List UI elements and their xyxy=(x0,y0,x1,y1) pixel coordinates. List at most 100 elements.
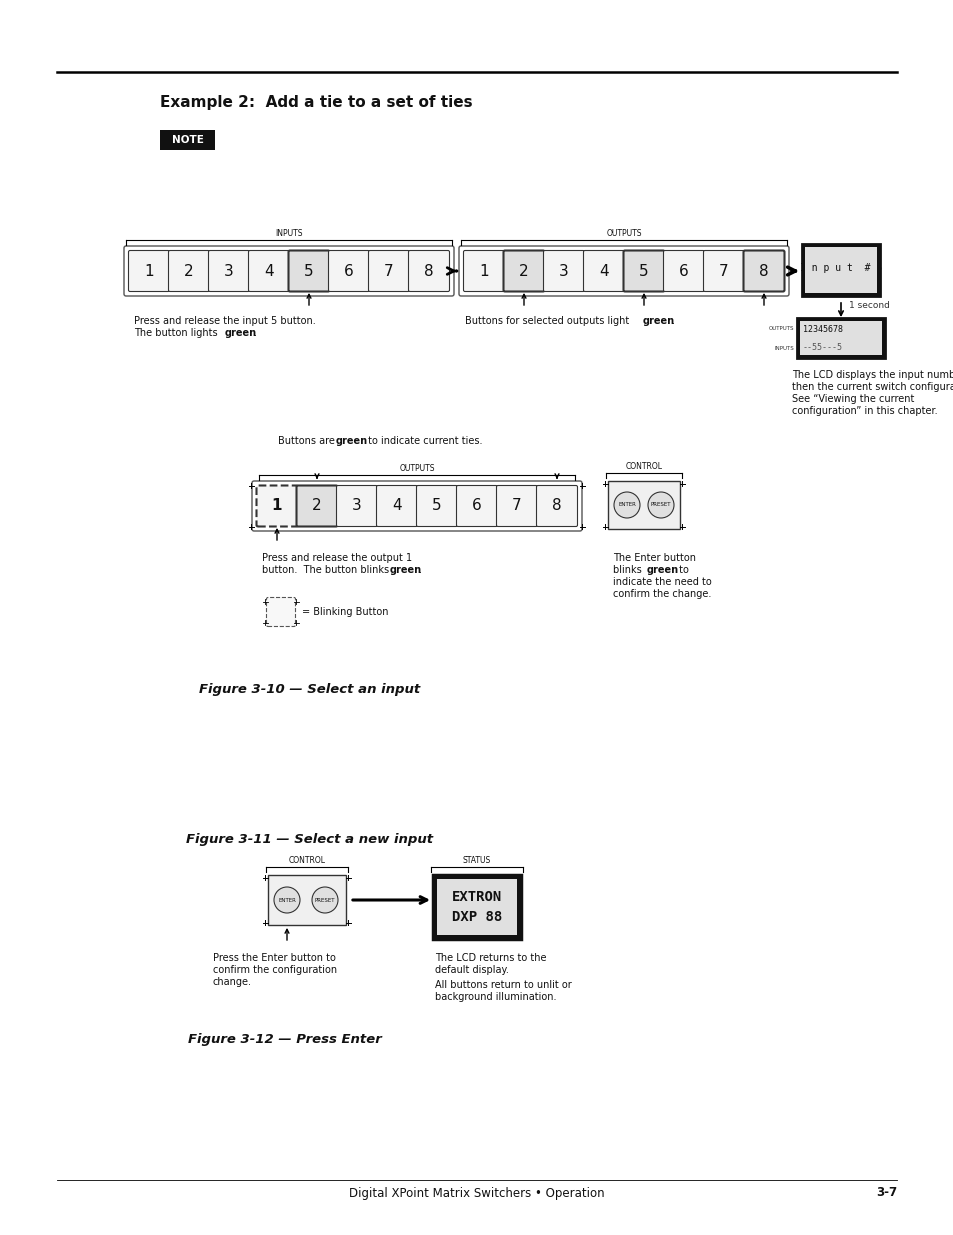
Text: green: green xyxy=(390,564,421,576)
FancyBboxPatch shape xyxy=(801,245,879,296)
FancyBboxPatch shape xyxy=(702,251,743,291)
Text: button.  The button blinks: button. The button blinks xyxy=(262,564,392,576)
FancyBboxPatch shape xyxy=(436,879,517,935)
Text: confirm the change.: confirm the change. xyxy=(613,589,711,599)
FancyBboxPatch shape xyxy=(328,251,369,291)
Text: background illumination.: background illumination. xyxy=(435,992,556,1002)
Text: change.: change. xyxy=(213,977,252,987)
Text: 5: 5 xyxy=(639,263,648,279)
FancyBboxPatch shape xyxy=(336,485,377,526)
Text: to indicate current ties.: to indicate current ties. xyxy=(365,436,482,446)
Circle shape xyxy=(312,887,337,913)
Text: default display.: default display. xyxy=(435,965,508,974)
FancyBboxPatch shape xyxy=(662,251,703,291)
Text: 12345678: 12345678 xyxy=(802,325,842,333)
Text: 4: 4 xyxy=(598,263,608,279)
Text: .: . xyxy=(671,316,675,326)
Text: 6: 6 xyxy=(472,499,481,514)
Text: All buttons return to unlit or: All buttons return to unlit or xyxy=(435,981,571,990)
Text: 4: 4 xyxy=(264,263,274,279)
FancyBboxPatch shape xyxy=(536,485,577,526)
Text: Buttons are: Buttons are xyxy=(277,436,337,446)
Text: 6: 6 xyxy=(679,263,688,279)
FancyBboxPatch shape xyxy=(800,321,882,354)
FancyBboxPatch shape xyxy=(296,485,337,526)
FancyBboxPatch shape xyxy=(607,480,679,529)
Text: See “Viewing the current: See “Viewing the current xyxy=(791,394,913,404)
Text: green: green xyxy=(225,329,257,338)
Text: 1: 1 xyxy=(144,263,153,279)
Text: NOTE: NOTE xyxy=(172,135,203,144)
Text: The LCD returns to the: The LCD returns to the xyxy=(435,953,546,963)
Text: 1: 1 xyxy=(478,263,488,279)
FancyBboxPatch shape xyxy=(266,598,295,626)
FancyBboxPatch shape xyxy=(268,876,346,925)
Text: confirm the configuration: confirm the configuration xyxy=(213,965,336,974)
FancyBboxPatch shape xyxy=(288,251,329,291)
Text: INPUTS: INPUTS xyxy=(774,346,793,351)
FancyBboxPatch shape xyxy=(169,251,210,291)
Text: 8: 8 xyxy=(759,263,768,279)
FancyBboxPatch shape xyxy=(456,485,497,526)
Text: ENTER: ENTER xyxy=(618,503,636,508)
Text: 5: 5 xyxy=(432,499,441,514)
Text: 3: 3 xyxy=(558,263,568,279)
Text: green: green xyxy=(642,316,675,326)
FancyBboxPatch shape xyxy=(742,251,783,291)
FancyBboxPatch shape xyxy=(408,251,449,291)
Text: then the current switch configuration.: then the current switch configuration. xyxy=(791,382,953,391)
Text: Figure 3-11 — Select a new input: Figure 3-11 — Select a new input xyxy=(186,834,433,846)
FancyBboxPatch shape xyxy=(796,317,884,358)
Text: The Enter button: The Enter button xyxy=(613,553,696,563)
Text: 7: 7 xyxy=(384,263,394,279)
Text: .: . xyxy=(253,329,256,338)
Text: The button lights: The button lights xyxy=(133,329,220,338)
Text: PRESET: PRESET xyxy=(650,503,671,508)
FancyBboxPatch shape xyxy=(496,485,537,526)
FancyBboxPatch shape xyxy=(503,251,544,291)
Text: 3-7: 3-7 xyxy=(875,1187,896,1199)
Text: green: green xyxy=(646,564,679,576)
Text: 1: 1 xyxy=(272,499,282,514)
FancyBboxPatch shape xyxy=(416,485,457,526)
Text: STATUS: STATUS xyxy=(462,856,491,864)
Text: 2: 2 xyxy=(518,263,528,279)
FancyBboxPatch shape xyxy=(209,251,250,291)
FancyBboxPatch shape xyxy=(804,247,876,293)
Circle shape xyxy=(274,887,299,913)
FancyBboxPatch shape xyxy=(256,485,297,526)
Text: Buttons for selected outputs light: Buttons for selected outputs light xyxy=(464,316,632,326)
FancyBboxPatch shape xyxy=(583,251,624,291)
Text: OUTPUTS: OUTPUTS xyxy=(399,464,435,473)
Text: The LCD displays the input number,: The LCD displays the input number, xyxy=(791,370,953,380)
FancyBboxPatch shape xyxy=(463,251,504,291)
Text: EXTRON: EXTRON xyxy=(452,890,501,904)
Text: 4: 4 xyxy=(392,499,401,514)
Text: OUTPUTS: OUTPUTS xyxy=(605,228,641,238)
Text: 7: 7 xyxy=(512,499,521,514)
Text: 8: 8 xyxy=(552,499,561,514)
Text: Example 2:  Add a tie to a set of ties: Example 2: Add a tie to a set of ties xyxy=(160,95,472,110)
Text: Press and release the output 1: Press and release the output 1 xyxy=(262,553,412,563)
FancyBboxPatch shape xyxy=(248,251,289,291)
Text: 7: 7 xyxy=(719,263,728,279)
FancyBboxPatch shape xyxy=(368,251,409,291)
Text: 6: 6 xyxy=(344,263,354,279)
Text: Press the Enter button to: Press the Enter button to xyxy=(213,953,335,963)
Text: CONTROL: CONTROL xyxy=(288,856,325,864)
Text: --55---5: --55---5 xyxy=(802,343,842,352)
Text: green: green xyxy=(335,436,368,446)
Circle shape xyxy=(614,492,639,517)
Text: 2: 2 xyxy=(312,499,321,514)
Text: 8: 8 xyxy=(424,263,434,279)
Text: 3: 3 xyxy=(224,263,233,279)
Text: Digital XPoint Matrix Switchers • Operation: Digital XPoint Matrix Switchers • Operat… xyxy=(349,1187,604,1199)
Text: Figure 3-10 — Select an input: Figure 3-10 — Select an input xyxy=(199,683,420,697)
FancyBboxPatch shape xyxy=(160,130,214,149)
Text: OUTPUTS: OUTPUTS xyxy=(768,326,793,331)
Text: to: to xyxy=(676,564,688,576)
Text: 3: 3 xyxy=(352,499,361,514)
Text: 5: 5 xyxy=(304,263,314,279)
Text: Figure 3-12 — Press Enter: Figure 3-12 — Press Enter xyxy=(188,1032,381,1046)
Text: INPUTS: INPUTS xyxy=(275,228,302,238)
